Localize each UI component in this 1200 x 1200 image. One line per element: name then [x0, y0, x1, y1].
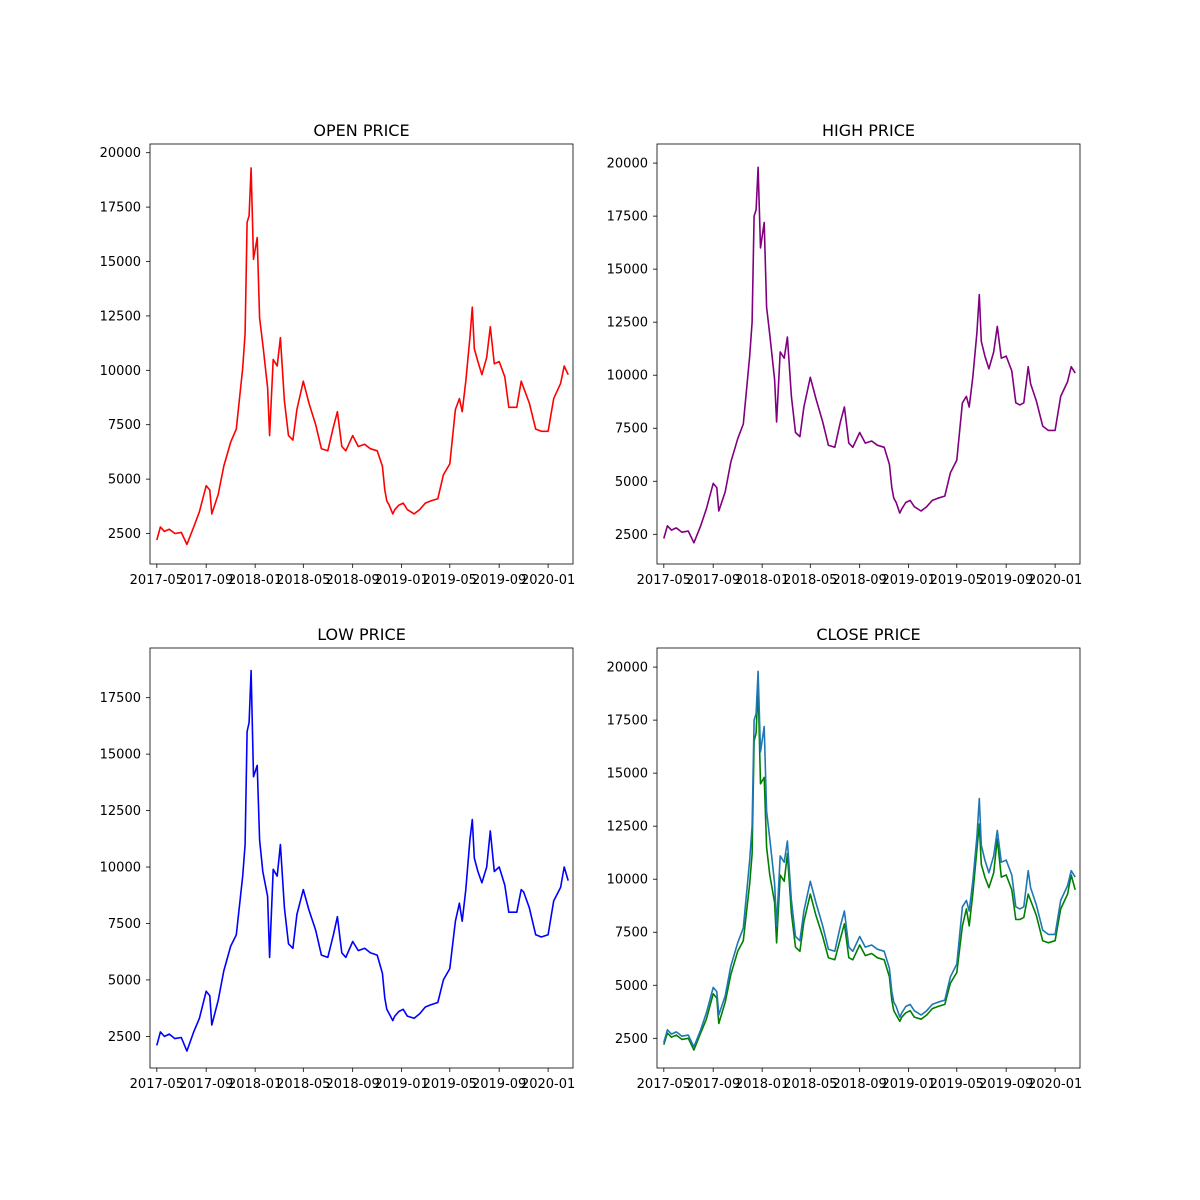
low-x-tick-label: 2019-05	[423, 1077, 477, 1092]
close-y-tick-label: 2500	[615, 1032, 648, 1047]
close-x-tick-label: 2018-01	[735, 1077, 789, 1092]
close-series-line-0	[663, 685, 1076, 1051]
low-y-tick-label: 10000	[100, 861, 141, 876]
high-series-line-0	[663, 166, 1076, 544]
high-x-tick-label: 2019-09	[979, 573, 1033, 588]
open-x-tick-label: 2018-09	[326, 573, 380, 588]
high-price-panel: HIGH PRICE 2500 5000 7500 10000 12500 15000 175…	[607, 121, 1083, 588]
low-axes-frame	[149, 647, 574, 1069]
close-y-tick-label: 15000	[607, 767, 648, 782]
open-y-tick-label: 5000	[108, 473, 141, 488]
low-price-panel: LOW PRICE 2500 5000 7500 10000 12500 15000 1750…	[100, 625, 576, 1092]
open-y-tick-label: 20000	[100, 146, 141, 161]
close-x-tick-label: 2017-05	[637, 1077, 691, 1092]
high-y-tick-label: 20000	[607, 157, 648, 172]
low-series-line-0	[156, 669, 569, 1052]
close-x-tick-label: 2019-09	[979, 1077, 1033, 1092]
low-y-tick-label: 17500	[100, 691, 141, 706]
open-x-tick-label: 2019-09	[472, 573, 526, 588]
high-y-tick-label: 17500	[607, 210, 648, 225]
close-x-tick-label: 2017-09	[686, 1077, 740, 1092]
open-x-tick-label: 2017-05	[130, 573, 184, 588]
high-x-tick-label: 2020-01	[1028, 573, 1082, 588]
close-y-tick-label: 5000	[615, 979, 648, 994]
open-x-tick-label: 2018-05	[276, 573, 330, 588]
open-x-tick-label: 2018-01	[228, 573, 282, 588]
low-x-tick-label: 2020-01	[521, 1077, 575, 1092]
close-x-tick-label: 2018-09	[833, 1077, 887, 1092]
open-price-panel: OPEN PRICE 2500 5000 7500 10000 12500 15000 175…	[100, 121, 576, 588]
close-x-tick-label: 2018-05	[783, 1077, 837, 1092]
high-y-tick-label: 7500	[615, 422, 648, 437]
open-x-tick-label: 2017-09	[179, 573, 233, 588]
high-x-tick-label: 2018-05	[783, 573, 837, 588]
close-y-tick-label: 10000	[607, 873, 648, 888]
close-x-tick-label: 2019-01	[881, 1077, 935, 1092]
high-axes-frame	[656, 143, 1081, 565]
low-x-tick-label: 2018-09	[326, 1077, 380, 1092]
high-x-tick-label: 2017-05	[637, 573, 691, 588]
high-x-tick-label: 2018-01	[735, 573, 789, 588]
high-x-tick-label: 2019-01	[881, 573, 935, 588]
high-x-tick-label: 2019-05	[930, 573, 984, 588]
low-x-tick-label: 2017-09	[179, 1077, 233, 1092]
open-chart-title: OPEN PRICE	[313, 121, 409, 140]
low-chart-title: LOW PRICE	[317, 625, 406, 644]
high-x-tick-label: 2018-09	[833, 573, 887, 588]
high-y-tick-label: 10000	[607, 369, 648, 384]
low-y-tick-label: 12500	[100, 804, 141, 819]
close-x-tick-label: 2019-05	[930, 1077, 984, 1092]
open-y-tick-label: 7500	[108, 418, 141, 433]
close-y-tick-label: 12500	[607, 820, 648, 835]
high-y-tick-label: 12500	[607, 316, 648, 331]
close-y-tick-label: 7500	[615, 926, 648, 941]
open-y-tick-label: 10000	[100, 364, 141, 379]
low-x-tick-label: 2018-01	[228, 1077, 282, 1092]
close-axes-frame	[656, 647, 1081, 1069]
close-series-line-1	[663, 670, 1076, 1048]
low-x-tick-label: 2019-01	[374, 1077, 428, 1092]
low-x-tick-label: 2018-05	[276, 1077, 330, 1092]
high-y-tick-label: 2500	[615, 528, 648, 543]
close-x-tick-label: 2020-01	[1028, 1077, 1082, 1092]
open-x-tick-label: 2019-01	[374, 573, 428, 588]
low-y-tick-label: 7500	[108, 917, 141, 932]
open-y-tick-label: 17500	[100, 201, 141, 216]
high-y-tick-label: 15000	[607, 263, 648, 278]
high-y-tick-label: 5000	[615, 475, 648, 490]
low-y-tick-label: 2500	[108, 1030, 141, 1045]
close-chart-title: CLOSE PRICE	[816, 625, 920, 644]
low-y-tick-label: 5000	[108, 973, 141, 988]
close-price-panel: CLOSE PRICE 2500 5000 7500 10000 12500 15000 17…	[607, 625, 1083, 1092]
open-axes-frame	[149, 143, 574, 565]
close-y-tick-label: 17500	[607, 714, 648, 729]
open-x-tick-label: 2020-01	[521, 573, 575, 588]
high-chart-title: HIGH PRICE	[822, 121, 915, 140]
open-series-line-0	[156, 167, 569, 546]
low-x-tick-label: 2019-09	[472, 1077, 526, 1092]
open-x-tick-label: 2019-05	[423, 573, 477, 588]
open-y-tick-label: 15000	[100, 255, 141, 270]
high-x-tick-label: 2017-09	[686, 573, 740, 588]
low-y-tick-label: 15000	[100, 748, 141, 763]
open-y-tick-label: 12500	[100, 309, 141, 324]
open-y-tick-label: 2500	[108, 527, 141, 542]
close-y-tick-label: 20000	[607, 661, 648, 676]
low-x-tick-label: 2017-05	[130, 1077, 184, 1092]
